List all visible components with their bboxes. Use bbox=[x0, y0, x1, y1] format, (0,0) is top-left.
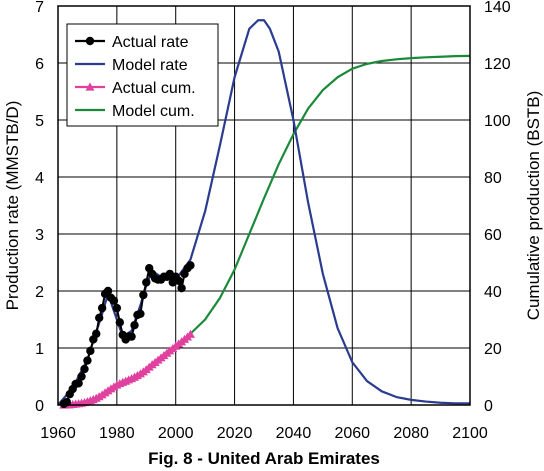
data-point bbox=[95, 313, 104, 322]
series-actual-rate bbox=[59, 261, 195, 409]
data-point bbox=[139, 290, 148, 300]
y2-tick-label: 0 bbox=[484, 398, 493, 415]
y-tick-label: 4 bbox=[35, 170, 44, 187]
data-point bbox=[142, 278, 151, 287]
y-axis-title: Production rate (MMSTB/D) bbox=[3, 101, 22, 311]
y-tick-label: 1 bbox=[35, 341, 44, 358]
x-tick-label: 2060 bbox=[334, 425, 370, 442]
y-tick-label: 5 bbox=[35, 113, 44, 130]
data-point bbox=[112, 303, 122, 313]
x-tick-label: 1960 bbox=[40, 425, 76, 442]
data-point bbox=[115, 318, 125, 327]
data-point bbox=[80, 364, 89, 374]
data-point bbox=[186, 261, 195, 270]
series-line bbox=[189, 54, 471, 335]
y2-tick-label: 100 bbox=[484, 113, 511, 130]
y2-tick-label: 120 bbox=[484, 56, 511, 73]
legend-label: Actual cum. bbox=[112, 80, 196, 97]
tick-labels: 1960 1980 2000 2020 2040 2060 2080 210001234567… bbox=[35, 0, 511, 442]
x-tick-label: 2000 bbox=[158, 425, 194, 442]
plot-area-frame bbox=[57, 5, 471, 406]
grid-lines bbox=[57, 5, 471, 406]
x-tick-label: 2100 bbox=[452, 425, 488, 442]
data-point bbox=[103, 286, 113, 296]
y2-axis-title: Cumulative production (BSTB) bbox=[524, 91, 543, 321]
data-point bbox=[62, 397, 72, 407]
data-point bbox=[130, 321, 139, 330]
y-tick-label: 7 bbox=[35, 0, 44, 16]
series-model-cum bbox=[189, 54, 471, 335]
data-point bbox=[74, 379, 83, 388]
x-tick-label: 1980 bbox=[99, 425, 135, 442]
data-point bbox=[174, 276, 183, 285]
y-tick-label: 2 bbox=[35, 284, 44, 301]
figure-caption: Fig. 8 - United Arab Emirates bbox=[148, 449, 380, 468]
data-point bbox=[83, 356, 92, 365]
y-tick-label: 0 bbox=[35, 398, 44, 415]
y2-tick-label: 80 bbox=[484, 170, 502, 187]
legend-entry: Actual rate bbox=[75, 34, 189, 51]
data-point bbox=[109, 296, 119, 305]
legend-entry: Model rate bbox=[75, 57, 188, 74]
x-tick-label: 2020 bbox=[217, 425, 253, 442]
legend-label: Model cum. bbox=[112, 103, 195, 120]
data-point bbox=[77, 372, 86, 381]
y2-tick-label: 20 bbox=[484, 341, 502, 358]
x-tick-label: 2040 bbox=[276, 425, 312, 442]
legend-entry: Actual cum. bbox=[75, 80, 196, 97]
x-tick-label: 2080 bbox=[393, 425, 429, 442]
data-point bbox=[97, 303, 107, 313]
data-point bbox=[86, 346, 95, 356]
legend-label: Model rate bbox=[112, 57, 188, 74]
y-tick-label: 6 bbox=[35, 56, 44, 73]
y2-tick-label: 60 bbox=[484, 227, 502, 244]
y-tick-label: 3 bbox=[35, 227, 44, 244]
data-point bbox=[85, 82, 95, 91]
data-point bbox=[85, 36, 95, 46]
y2-tick-label: 140 bbox=[484, 0, 511, 16]
legend-entry: Model cum. bbox=[75, 103, 195, 120]
data-point bbox=[177, 283, 186, 293]
data-point bbox=[136, 309, 145, 318]
legend-label: Actual rate bbox=[112, 34, 189, 51]
data-point bbox=[92, 329, 101, 338]
legend: Actual rate Model rate Actual cum. Model cu… bbox=[66, 23, 219, 127]
data-point bbox=[127, 332, 136, 341]
data-point bbox=[185, 329, 195, 338]
series-layer bbox=[57, 19, 471, 409]
y2-tick-label: 40 bbox=[484, 284, 502, 301]
